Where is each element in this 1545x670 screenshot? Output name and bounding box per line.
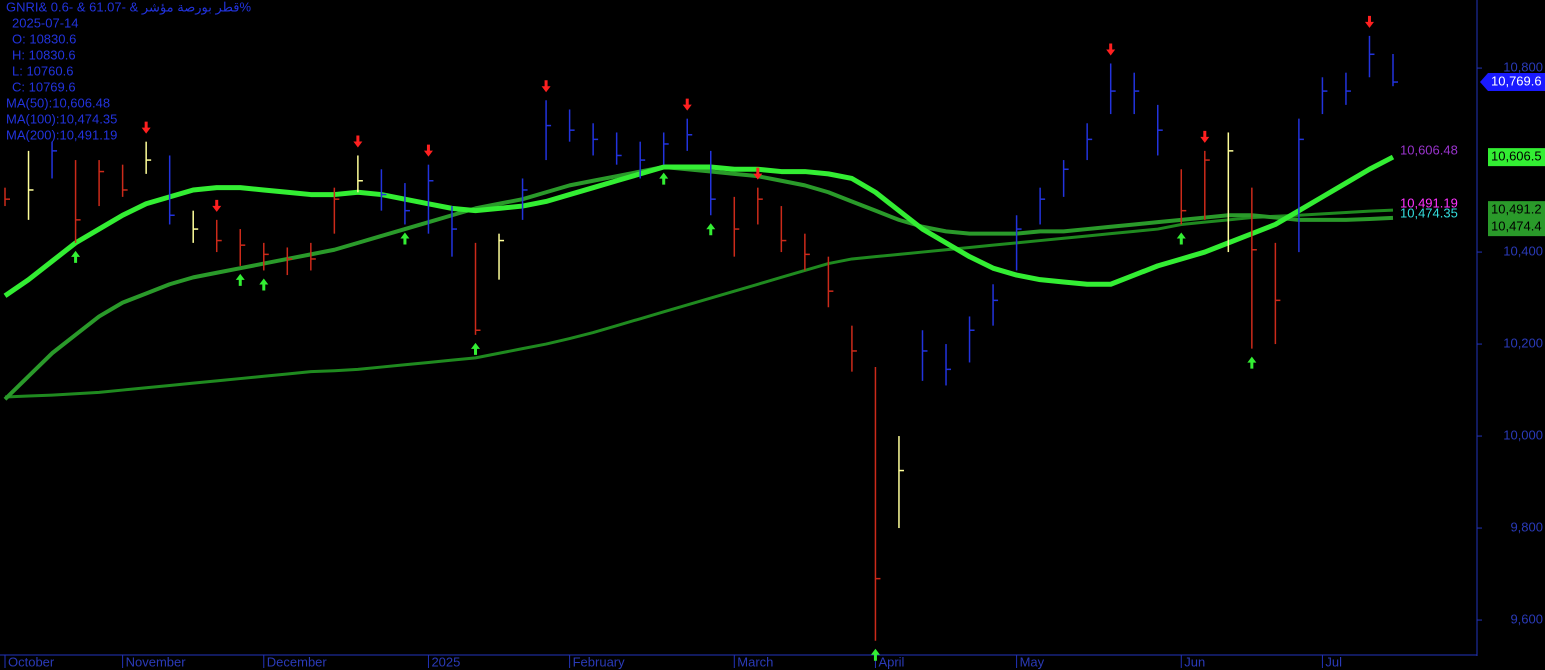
buy-arrow [1247,356,1257,369]
x-tick-label: March [737,654,773,669]
buy-arrow [870,648,880,661]
x-tick-label: May [1020,654,1045,669]
x-tick-label: December [267,654,328,669]
info-line: L: 10760.6 [12,63,73,78]
buy-arrow [400,232,410,245]
price-label: 10,474.4 [1491,219,1542,234]
y-tick-label: 10,400 [1503,244,1543,259]
x-tick-label: November [126,654,187,669]
info-line: O: 10830.6 [12,31,76,46]
info-line: H: 10830.6 [12,47,76,62]
info-line: C: 10769.6 [12,79,76,94]
price-label: 10,491.2 [1491,202,1542,217]
moving-average-line [3,154,1395,298]
sell-arrow [1200,130,1210,143]
ma-value-label: 10,606.48 [1400,143,1458,158]
price-label-box [1480,73,1545,92]
buy-arrow [471,342,481,355]
buy-arrow [235,273,245,286]
x-tick-label: Jun [1184,654,1205,669]
sell-arrow [1106,43,1116,56]
buy-arrow [706,223,716,236]
sell-arrow [423,144,433,157]
x-tick-label: 2025 [431,654,460,669]
buy-arrow [1176,232,1186,245]
x-tick-label: October [8,654,55,669]
price-label-box [1488,218,1545,237]
x-tick-label: February [573,654,626,669]
x-tick-label: April [878,654,904,669]
buy-arrow [659,172,669,185]
price-label: 10,769.6 [1491,73,1542,88]
y-tick-label: 10,800 [1503,60,1543,75]
price-label: 10,606.5 [1491,149,1542,164]
info-line: 2025-07-14 [12,15,79,30]
ma-value-label: 10,474.35 [1400,206,1458,221]
chart-title: GNRI& قطر بورصة مؤشر & -61.07 & -0.6% [6,0,252,15]
y-tick-label: 10,200 [1503,335,1543,350]
info-line: MA(200):10,491.19 [6,127,117,142]
y-tick-label: 9,800 [1510,519,1543,534]
price-label-box [1488,148,1545,167]
sell-arrow [541,80,551,93]
moving-average-line [3,164,1394,401]
info-line: MA(50):10,606.48 [6,95,110,110]
ma-value-label: 10,491.19 [1400,196,1458,211]
sell-arrow [212,199,222,212]
y-tick-label: 10,000 [1503,427,1543,442]
sell-arrow [682,98,692,111]
price-label-box [1488,201,1545,220]
sell-arrow [753,167,763,180]
sell-arrow [141,121,151,134]
sell-arrow [1364,15,1374,28]
buy-arrow [259,278,269,291]
moving-average-line [4,208,1394,399]
buy-arrow [71,250,81,263]
info-line: MA(100):10,474.35 [6,111,117,126]
sell-arrow [353,135,363,148]
y-tick-label: 9,600 [1510,611,1543,626]
x-tick-label: Jul [1325,654,1342,669]
